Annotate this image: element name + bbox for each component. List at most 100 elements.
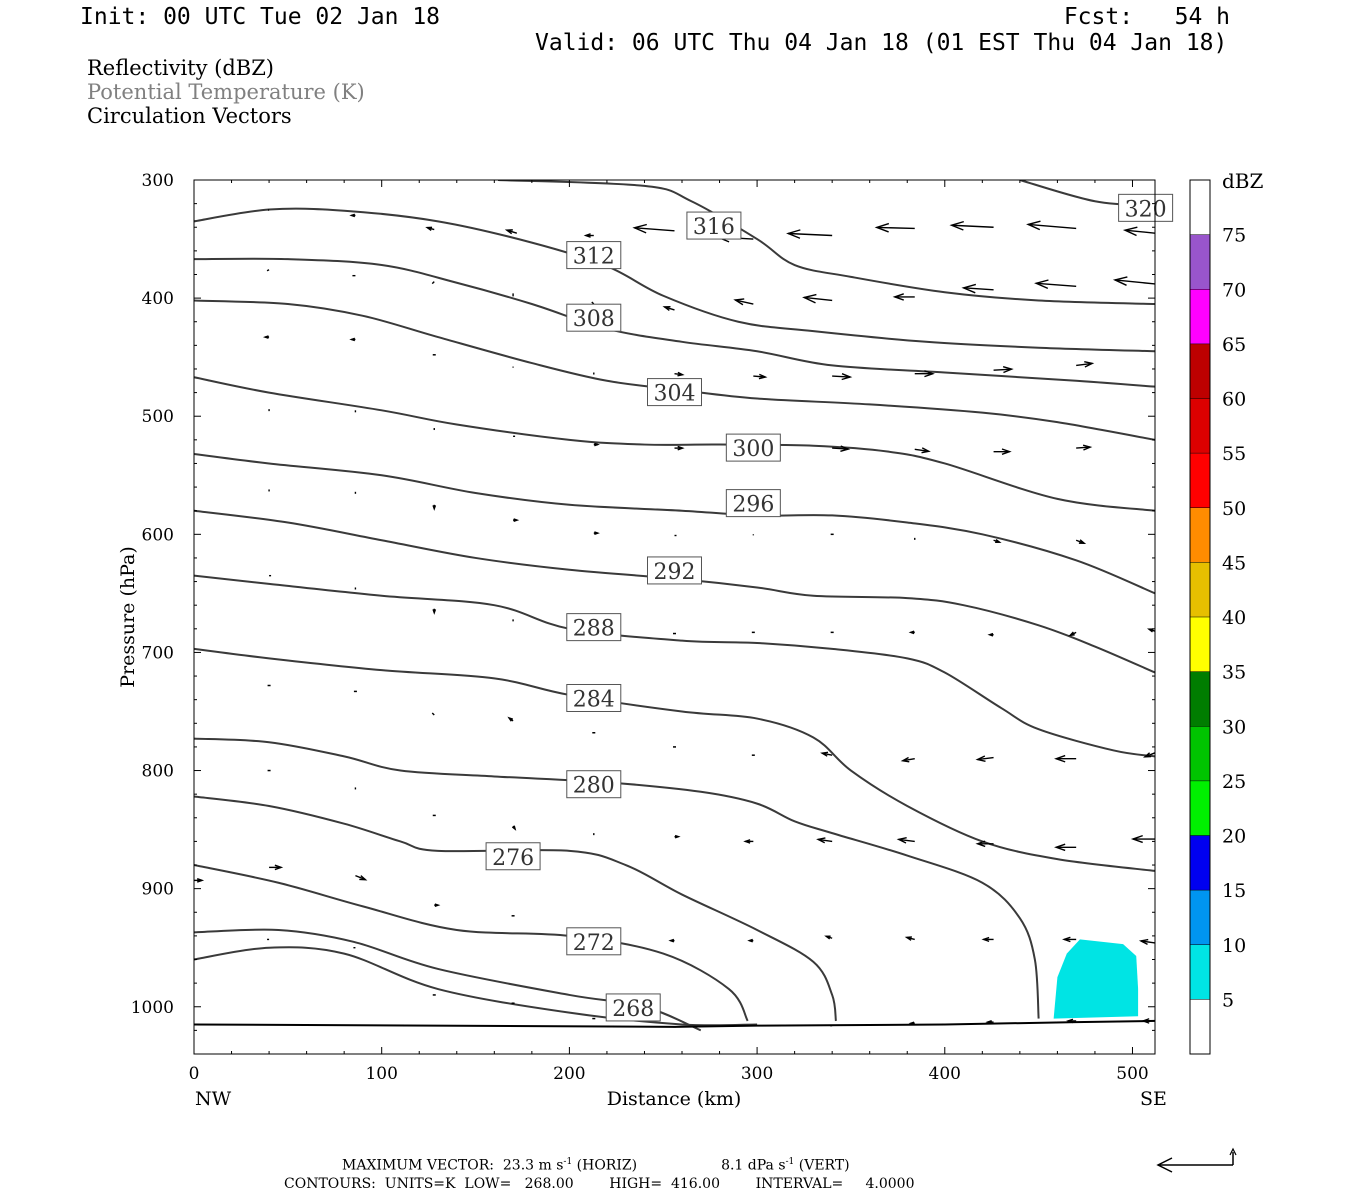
colorbar-swatch <box>1190 453 1210 508</box>
circulation-vector <box>832 445 851 452</box>
plot-frame <box>193 179 1156 1055</box>
circulation-vector <box>786 229 833 239</box>
circulation-vector <box>914 370 935 378</box>
contour-label-280: 280 <box>566 770 622 799</box>
colorbar-label: 10 <box>1222 935 1246 957</box>
circulation-vector <box>1054 843 1077 852</box>
theta-contour-312 <box>194 257 1155 388</box>
circulation-vector <box>511 825 517 831</box>
circulation-vector <box>1154 548 1155 550</box>
colorbar-swatch <box>1190 234 1210 290</box>
contour-label-316: 316 <box>686 211 742 240</box>
colorbar-label: 55 <box>1222 443 1246 465</box>
colorbar-title: dBZ <box>1222 169 1264 193</box>
max-vector-horiz: MAXIMUM VECTOR: 23.3 m s <box>342 1157 564 1174</box>
circulation-vector <box>431 712 435 716</box>
circulation-vector <box>914 447 931 454</box>
theta-contour-316 <box>194 207 1155 353</box>
circulation-vector <box>593 531 600 535</box>
colorbar-swatch <box>1190 343 1210 399</box>
max-vector-horiz-exponent: -1 <box>563 1157 573 1167</box>
circulation-vector <box>674 834 681 839</box>
circulation-vector <box>1112 276 1155 286</box>
circulation-vector <box>349 337 356 342</box>
valid-time: Valid: 06 UTC Thu 04 Jan 18 (01 EST Thu … <box>535 30 1228 56</box>
max-vector-vert: 8.1 dPa s <box>721 1157 786 1174</box>
theta-contour-296 <box>194 509 1155 674</box>
colorbar-swatch <box>1190 617 1210 672</box>
circulation-vector <box>743 839 754 844</box>
circulation-vector <box>1062 936 1077 943</box>
contour-label-text: 296 <box>732 493 774 518</box>
circulation-vector <box>1154 438 1155 440</box>
theta-contour-268 <box>194 946 758 1027</box>
y-tick-label: 600 <box>142 525 174 545</box>
theta-contour-304 <box>194 376 1155 512</box>
colorbar-swatch <box>1190 289 1210 344</box>
circulation-vector <box>355 875 368 881</box>
circulation-vector <box>1154 361 1155 362</box>
circulation-vector <box>1075 539 1087 544</box>
colorbar-label: 30 <box>1222 716 1246 738</box>
circulation-vector <box>1068 631 1077 637</box>
contour-label-272: 272 <box>566 927 622 956</box>
circulation-vector <box>987 632 994 637</box>
circulation-vector <box>753 373 768 380</box>
y-axis-title: Pressure (hPa) <box>117 546 139 688</box>
circulation-vector <box>816 837 833 844</box>
circulation-vector <box>593 442 600 447</box>
circulation-vector <box>194 878 205 883</box>
y-tick-label: 800 <box>142 762 174 782</box>
contour-label-text: 272 <box>573 931 615 956</box>
circulation-vector <box>434 903 441 908</box>
theta-contour-292 <box>194 574 1155 758</box>
y-tick-label: 500 <box>142 407 174 427</box>
max-vector-vert-unit: (VERT) <box>794 1157 850 1174</box>
circulation-vector <box>993 366 1014 374</box>
contour-label-308: 308 <box>566 303 622 332</box>
circulation-vector <box>975 755 994 762</box>
x-tick-label: 200 <box>553 1064 585 1084</box>
circulation-vector <box>900 756 915 763</box>
circulation-vector <box>266 269 270 272</box>
x-left-end-label: NW <box>195 1088 232 1110</box>
circulation-vector <box>1054 754 1077 763</box>
circulation-vector <box>425 226 435 231</box>
contour-label-304: 304 <box>647 378 702 407</box>
contour-label-312: 312 <box>566 241 622 270</box>
x-right-end-label: SE <box>1140 1088 1167 1110</box>
theta-contour-288 <box>194 647 1155 872</box>
contour-label-text: 280 <box>573 774 615 799</box>
max-vector-text: MAXIMUM VECTOR: 23.3 m s-1 (HORIZ) 8.1 dP… <box>342 1157 850 1174</box>
colorbar-swatch <box>1190 890 1210 945</box>
contour-label-text: 320 <box>1125 197 1167 222</box>
circulation-vector <box>591 301 595 305</box>
circulation-vector <box>1130 834 1155 844</box>
circulation-vector <box>1122 226 1155 237</box>
colorbar-label: 5 <box>1222 989 1234 1011</box>
x-tick-label: 400 <box>929 1064 961 1084</box>
theta-contour-280 <box>194 795 837 1022</box>
colorbar-swatch <box>1190 726 1210 781</box>
contour-label-300: 300 <box>725 433 781 462</box>
circulation-vector <box>874 222 915 233</box>
contour-label-288: 288 <box>566 613 622 642</box>
max-vector-horiz-unit: (HORIZ) <box>572 1157 638 1174</box>
reflectivity-region-0 <box>1053 939 1139 1019</box>
circulation-vector <box>674 371 685 377</box>
colorbar-swatch <box>1190 398 1210 454</box>
circulation-vector <box>832 373 853 381</box>
reference-vector <box>1156 1147 1237 1173</box>
colorbar-label: 25 <box>1222 771 1246 793</box>
colorbar-swatch <box>1190 180 1210 235</box>
x-tick-label: 100 <box>365 1064 397 1084</box>
circulation-vector <box>949 220 994 231</box>
circulation-vector <box>1138 938 1155 945</box>
circulation-vector <box>1026 220 1077 231</box>
circulation-vector <box>513 518 520 523</box>
x-tick-label: 500 <box>1116 1064 1148 1084</box>
ground-surface <box>194 1019 1155 1028</box>
contour-label-text: 312 <box>573 245 615 270</box>
colorbar-swatch <box>1190 780 1210 836</box>
circulation-vector <box>802 293 833 304</box>
